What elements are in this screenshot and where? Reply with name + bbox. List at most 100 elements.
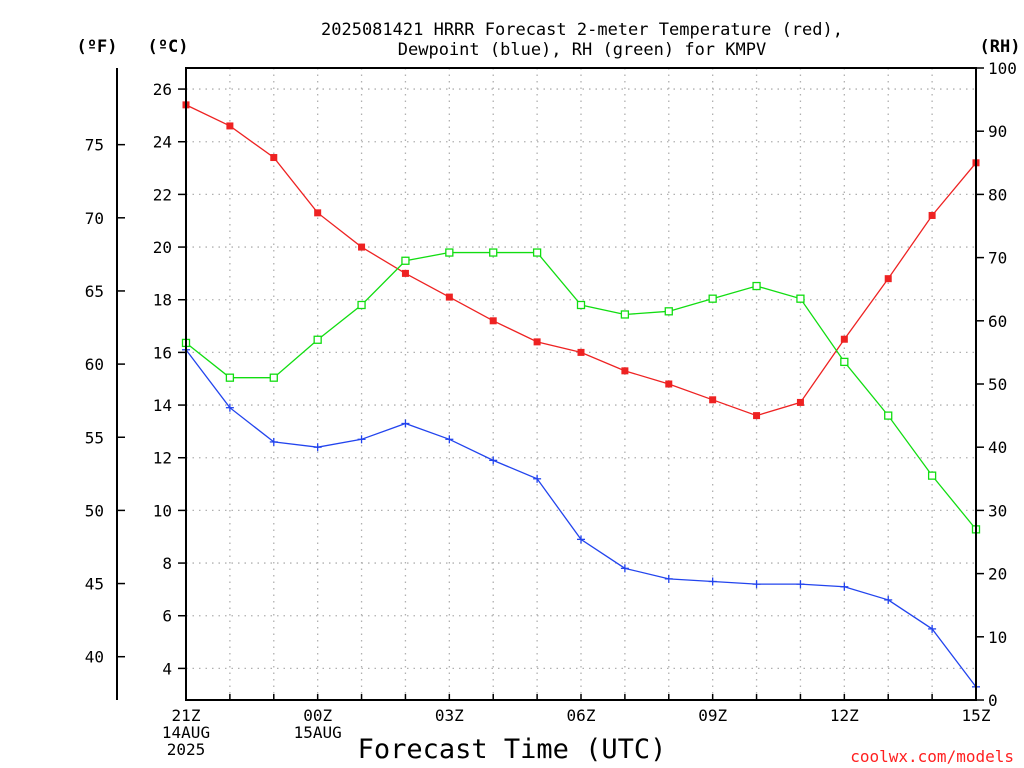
axes: 4 6 8 10 12 14 16 18 20 22 24 26 40 45 50 55 60 65 70 75 0 10… [85, 59, 1017, 759]
dewpoint-point [708, 577, 717, 586]
dewpoint-point [357, 435, 366, 444]
temperature-point [533, 338, 541, 346]
source-credit: coolwx.com/models [850, 747, 1014, 766]
temperature-point [796, 398, 804, 406]
fahrenheit-tick-label: 60 [85, 355, 104, 374]
celsius-tick-label: 20 [153, 238, 172, 257]
fahrenheit-tick-label: 65 [85, 282, 104, 301]
rh-tick-label: 0 [988, 691, 998, 710]
celsius-tick-label: 24 [153, 133, 172, 152]
temperature-point [753, 412, 761, 420]
rh-line [185, 251, 977, 530]
rh-tick-label: 50 [988, 375, 1007, 394]
x-tick-label: 12Z [830, 706, 859, 725]
dewpoint-point [489, 456, 498, 465]
x-tick-label: 15Z [962, 706, 991, 725]
dewpoint-point [445, 435, 454, 444]
fahrenheit-tick-label: 50 [85, 501, 104, 520]
fahrenheit-tick-label: 45 [85, 575, 104, 594]
fahrenheit-tick-label: 75 [85, 136, 104, 155]
dewpoint-point [928, 624, 937, 633]
temperature-point [489, 317, 497, 325]
temperature-point [226, 122, 234, 130]
celsius-tick-label: 18 [153, 291, 172, 310]
rh-point [489, 248, 498, 257]
x-tick-label: 15AUG [294, 723, 342, 742]
chart-title-line2: Dewpoint (blue), RH (green) for KMPV [398, 40, 766, 60]
rh-tick-label: 80 [988, 185, 1007, 204]
temperature-point [840, 335, 848, 343]
rh-point [225, 373, 235, 382]
x-tick-label: 14AUG [162, 723, 210, 742]
celsius-tick-label: 12 [153, 449, 172, 468]
rh-point [884, 411, 893, 420]
dewpoint-point [796, 580, 805, 589]
rh-point [532, 248, 542, 257]
x-axis-label: Forecast Time (UTC) [358, 734, 667, 765]
x-tick-label: 00Z [303, 706, 332, 725]
fahrenheit-unit-label: (ºF) [77, 37, 118, 57]
rh-point [708, 294, 717, 303]
celsius-tick-label: 4 [162, 659, 172, 678]
dewpoint-point [884, 595, 893, 604]
rh-point [840, 357, 849, 367]
dewpoint-point [401, 419, 410, 428]
dewpoint-point [269, 437, 278, 446]
dewpoint-point [225, 403, 234, 412]
rh-tick-label: 100 [988, 59, 1017, 78]
plot-frame [185, 67, 977, 701]
rh-point [313, 335, 322, 344]
rh-point [620, 310, 630, 319]
rh-tick-label: 20 [988, 565, 1007, 584]
celsius-tick-label: 22 [153, 185, 172, 204]
x-tick-label: 06Z [567, 706, 596, 725]
rh-point [401, 256, 410, 265]
fahrenheit-tick-label: 55 [85, 428, 104, 447]
x-tick-label: 2025 [167, 740, 206, 759]
rh-tick-label: 40 [988, 438, 1007, 457]
rh-point [664, 307, 673, 316]
dewpoint-point [664, 574, 673, 583]
rh-tick-label: 60 [988, 312, 1007, 331]
fahrenheit-tick-label: 40 [85, 648, 104, 667]
temperature-point [445, 293, 453, 301]
rh-point [576, 300, 586, 310]
celsius-tick-label: 16 [153, 343, 172, 362]
x-tick-label: 03Z [435, 706, 464, 725]
temperature-point [621, 367, 629, 375]
x-tick-label: 09Z [698, 706, 727, 725]
celsius-unit-label: (ºC) [148, 37, 189, 57]
chart-title-line1: 2025081421 HRRR Forecast 2-meter Tempera… [321, 20, 843, 40]
rh-tick-label: 30 [988, 501, 1007, 520]
celsius-tick-label: 6 [162, 607, 172, 626]
x-tick-label: 21Z [172, 706, 201, 725]
temperature-point [314, 209, 322, 217]
rh-point [796, 294, 805, 303]
fahrenheit-tick-label: 70 [85, 209, 104, 228]
dewpoint-point [577, 535, 585, 544]
temperature-point [928, 211, 936, 219]
rh-tick-label: 90 [988, 122, 1007, 141]
celsius-tick-label: 14 [153, 396, 172, 415]
dewpoint-point [840, 582, 849, 591]
dewpoint-point [533, 474, 542, 483]
celsius-tick-label: 26 [153, 80, 172, 99]
celsius-tick-label: 10 [153, 501, 172, 520]
rh-point [357, 300, 366, 310]
temperature-point [270, 154, 278, 162]
rh-point [445, 248, 454, 257]
dewpoint-point [620, 564, 629, 573]
temperature-point [401, 269, 409, 277]
rh-point [269, 373, 278, 382]
grid [186, 68, 976, 700]
temperature-line [185, 104, 977, 417]
rh-point [752, 281, 761, 291]
temperature-point [884, 275, 892, 283]
dewpoint-point [752, 580, 761, 589]
celsius-tick-label: 8 [162, 554, 172, 573]
temperature-point [358, 243, 366, 251]
rh-tick-label: 10 [988, 628, 1007, 647]
rh-point [927, 471, 937, 480]
temperature-point [577, 348, 585, 356]
